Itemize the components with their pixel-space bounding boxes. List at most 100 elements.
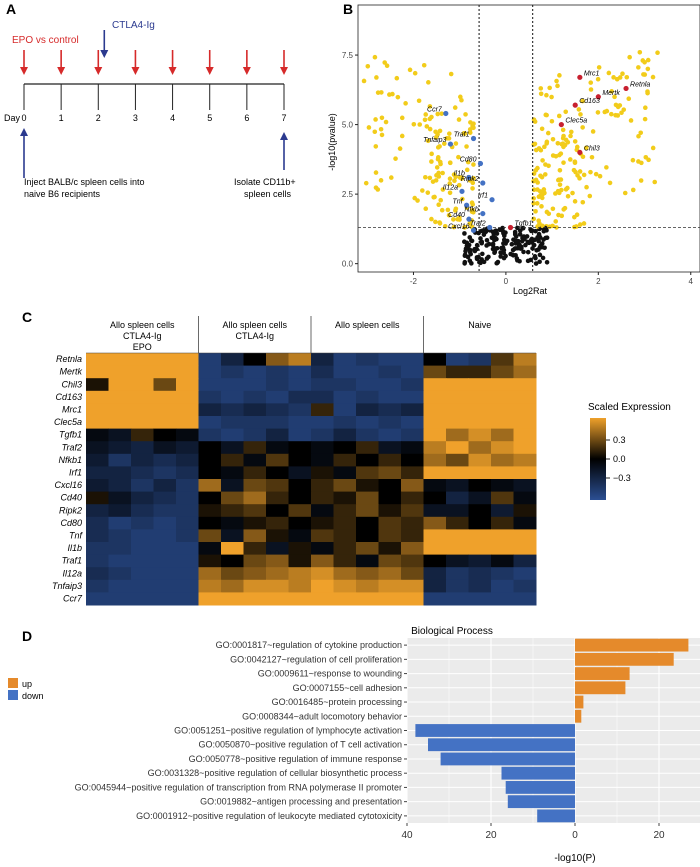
heatmap-legend-tick-label: 0.3 [613,435,626,445]
volcano-point [609,111,614,117]
volcano-point [462,239,467,245]
heatmap-cell [243,479,267,493]
volcano-gene-label: Mrc1 [584,70,600,77]
heatmap-cell [378,592,402,606]
red-arrow-head [242,67,251,75]
heatmap-cell [356,353,379,367]
volcano-gene-label: Traf2 [470,221,486,228]
heatmap-cell [153,529,177,543]
go-x-tick-label: 0 [572,830,578,841]
volcano-point [447,176,453,182]
volcano-point [587,193,593,199]
heatmap-cell [491,542,514,556]
heatmap-gene-label: Cd40 [60,493,82,503]
volcano-point [467,250,473,255]
heatmap-gene-label: Ripk2 [59,505,82,515]
go-x-axis-label: -log10(P) [554,853,595,864]
heatmap-cell [176,504,199,518]
heatmap-cell [378,441,402,455]
volcano-point [379,90,384,95]
volcano-point [399,115,405,121]
heatmap-cell [243,567,267,581]
volcano-point [523,242,528,248]
volcano-point [501,250,507,256]
heatmap-cell [401,453,424,467]
volcano-point [518,246,524,251]
heatmap-cell [198,441,222,455]
heatmap-cell [176,416,199,430]
heatmap-cell [468,491,492,505]
heatmap-cell [288,479,312,493]
heatmap-cell [423,567,447,581]
heatmap-cell [311,567,334,581]
volcano-point [379,115,385,121]
volcano-gene-label: Il12a [443,184,458,191]
volcano-labeled-point [577,149,583,156]
heatmap-cell [86,579,109,593]
heatmap-cell [356,529,379,543]
heatmap-cell [176,479,199,493]
volcano-point [365,64,371,69]
heatmap-cell [198,390,222,404]
volcano-labeled-point [447,141,454,147]
volcano-point [434,165,440,170]
heatmap-cell [401,390,424,404]
volcano-point [432,194,437,200]
volcano-point [556,113,562,119]
heatmap-cell [311,516,334,530]
heatmap-group-label: Naive [468,320,491,330]
go-bar [501,766,575,780]
volcano-point [471,175,476,181]
volcano-point [512,246,518,251]
volcano-point [547,85,552,91]
volcano-point [500,245,506,250]
volcano-point [539,195,545,201]
heatmap-gene-label: Traf1 [62,556,82,566]
heatmap-cell [378,479,402,493]
volcano-point [640,58,646,63]
heatmap-cell [221,453,244,467]
volcano-point [378,126,384,132]
heatmap-cell [243,378,267,392]
volcano-point [446,212,452,218]
heatmap-cell [176,378,199,392]
heatmap-cell [378,416,402,430]
heatmap-cell [446,428,469,442]
heatmap-cell [356,403,379,417]
heatmap-cell [86,365,109,379]
epo-vs-control-label: EPO vs control [12,35,79,46]
heatmap-cell [401,491,424,505]
volcano-point [533,261,539,266]
heatmap-cell [243,403,267,417]
heatmap-cell [266,567,289,581]
volcano-point [456,154,461,160]
heatmap-cell [221,466,244,480]
volcano-labeled-point [464,202,470,208]
heatmap-cell [86,453,109,467]
volcano-point [425,190,431,195]
volcano-point [440,170,445,176]
volcano-point [508,251,513,257]
volcano-point [422,117,428,123]
heatmap-cell [513,378,537,392]
heatmap-cell [513,592,537,606]
heatmap-cell [153,567,177,581]
heatmap-cell [108,567,132,581]
volcano-point [460,196,465,202]
volcano-point [501,255,507,261]
heatmap-cell [423,416,447,430]
volcano-point [390,91,395,97]
volcano-point [465,254,471,260]
heatmap-cell [288,378,312,392]
heatmap-cell [378,579,402,593]
volcano-point [580,125,585,130]
heatmap-cell [356,416,379,430]
heatmap-cell [86,592,109,606]
heatmap-cell [266,390,289,404]
volcano-point [541,187,547,192]
red-arrow-head [131,67,140,75]
heatmap-cell [423,491,447,505]
heatmap-cell [468,353,492,367]
heatmap-cell [468,579,492,593]
heatmap-cell [288,441,312,455]
